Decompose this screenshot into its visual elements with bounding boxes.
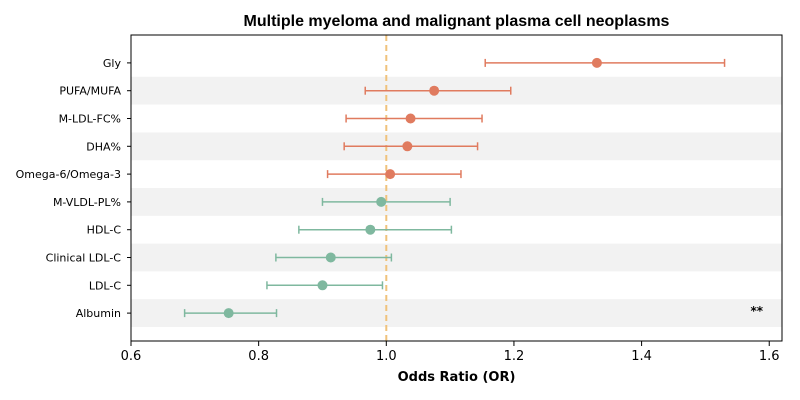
- x-axis: 0.6 0.8 1.0 1.2 1.4 1.6: [121, 341, 780, 364]
- x-tick-label: 0.6: [121, 349, 142, 364]
- or-point: [429, 85, 440, 96]
- y-tick-label: Omega-6/Omega-3: [16, 168, 121, 181]
- y-tick-label: PUFA/MUFA: [59, 85, 121, 98]
- or-point: [376, 196, 387, 207]
- or-point: [385, 169, 396, 180]
- x-axis-label: Odds Ratio (OR): [398, 370, 516, 385]
- or-point: [223, 308, 234, 319]
- plot-frame: [130, 34, 783, 342]
- or-point: [325, 252, 336, 263]
- forest-row: **: [183, 304, 764, 319]
- data-marks: **: [183, 57, 764, 319]
- forest-row: [364, 85, 512, 96]
- forest-row: [343, 141, 479, 152]
- or-point: [405, 113, 416, 124]
- forest-row: [345, 113, 483, 124]
- y-tick-label: LDL-C: [89, 279, 122, 292]
- x-tick-label: 0.8: [248, 349, 269, 364]
- y-tick-label: HDL-C: [87, 224, 122, 237]
- y-tick-label: M-VLDL-PL%: [53, 196, 121, 209]
- forest-row: [298, 224, 453, 235]
- row-bands: [131, 76, 782, 327]
- forest-row: [326, 169, 462, 180]
- y-axis: Gly PUFA/MUFA M-LDL-FC% DHA% Omega-6/Omega-3…: [16, 57, 131, 320]
- x-tick-label: 1.6: [759, 349, 780, 364]
- row-band: [131, 188, 782, 216]
- or-point: [317, 280, 328, 291]
- y-tick-label: Albumin: [76, 307, 121, 320]
- or-point: [402, 141, 413, 152]
- row-band: [131, 243, 782, 272]
- forest-row: [266, 280, 384, 291]
- y-tick-label: DHA%: [86, 140, 121, 153]
- chart-title: Multiple myeloma and malignant plasma ce…: [244, 13, 670, 30]
- significance-marker: **: [750, 304, 763, 318]
- x-tick-label: 1.4: [631, 349, 652, 364]
- or-point: [365, 224, 376, 235]
- forest-row: [275, 252, 393, 263]
- y-tick-label: Clinical LDL-C: [46, 252, 122, 265]
- y-tick-label: M-LDL-FC%: [59, 113, 121, 126]
- forest-row: [484, 57, 726, 68]
- x-tick-label: 1.2: [504, 349, 525, 364]
- or-point: [591, 57, 602, 68]
- x-tick-label: 1.0: [376, 349, 397, 364]
- y-tick-label: Gly: [103, 57, 122, 70]
- forest-row: [321, 196, 451, 207]
